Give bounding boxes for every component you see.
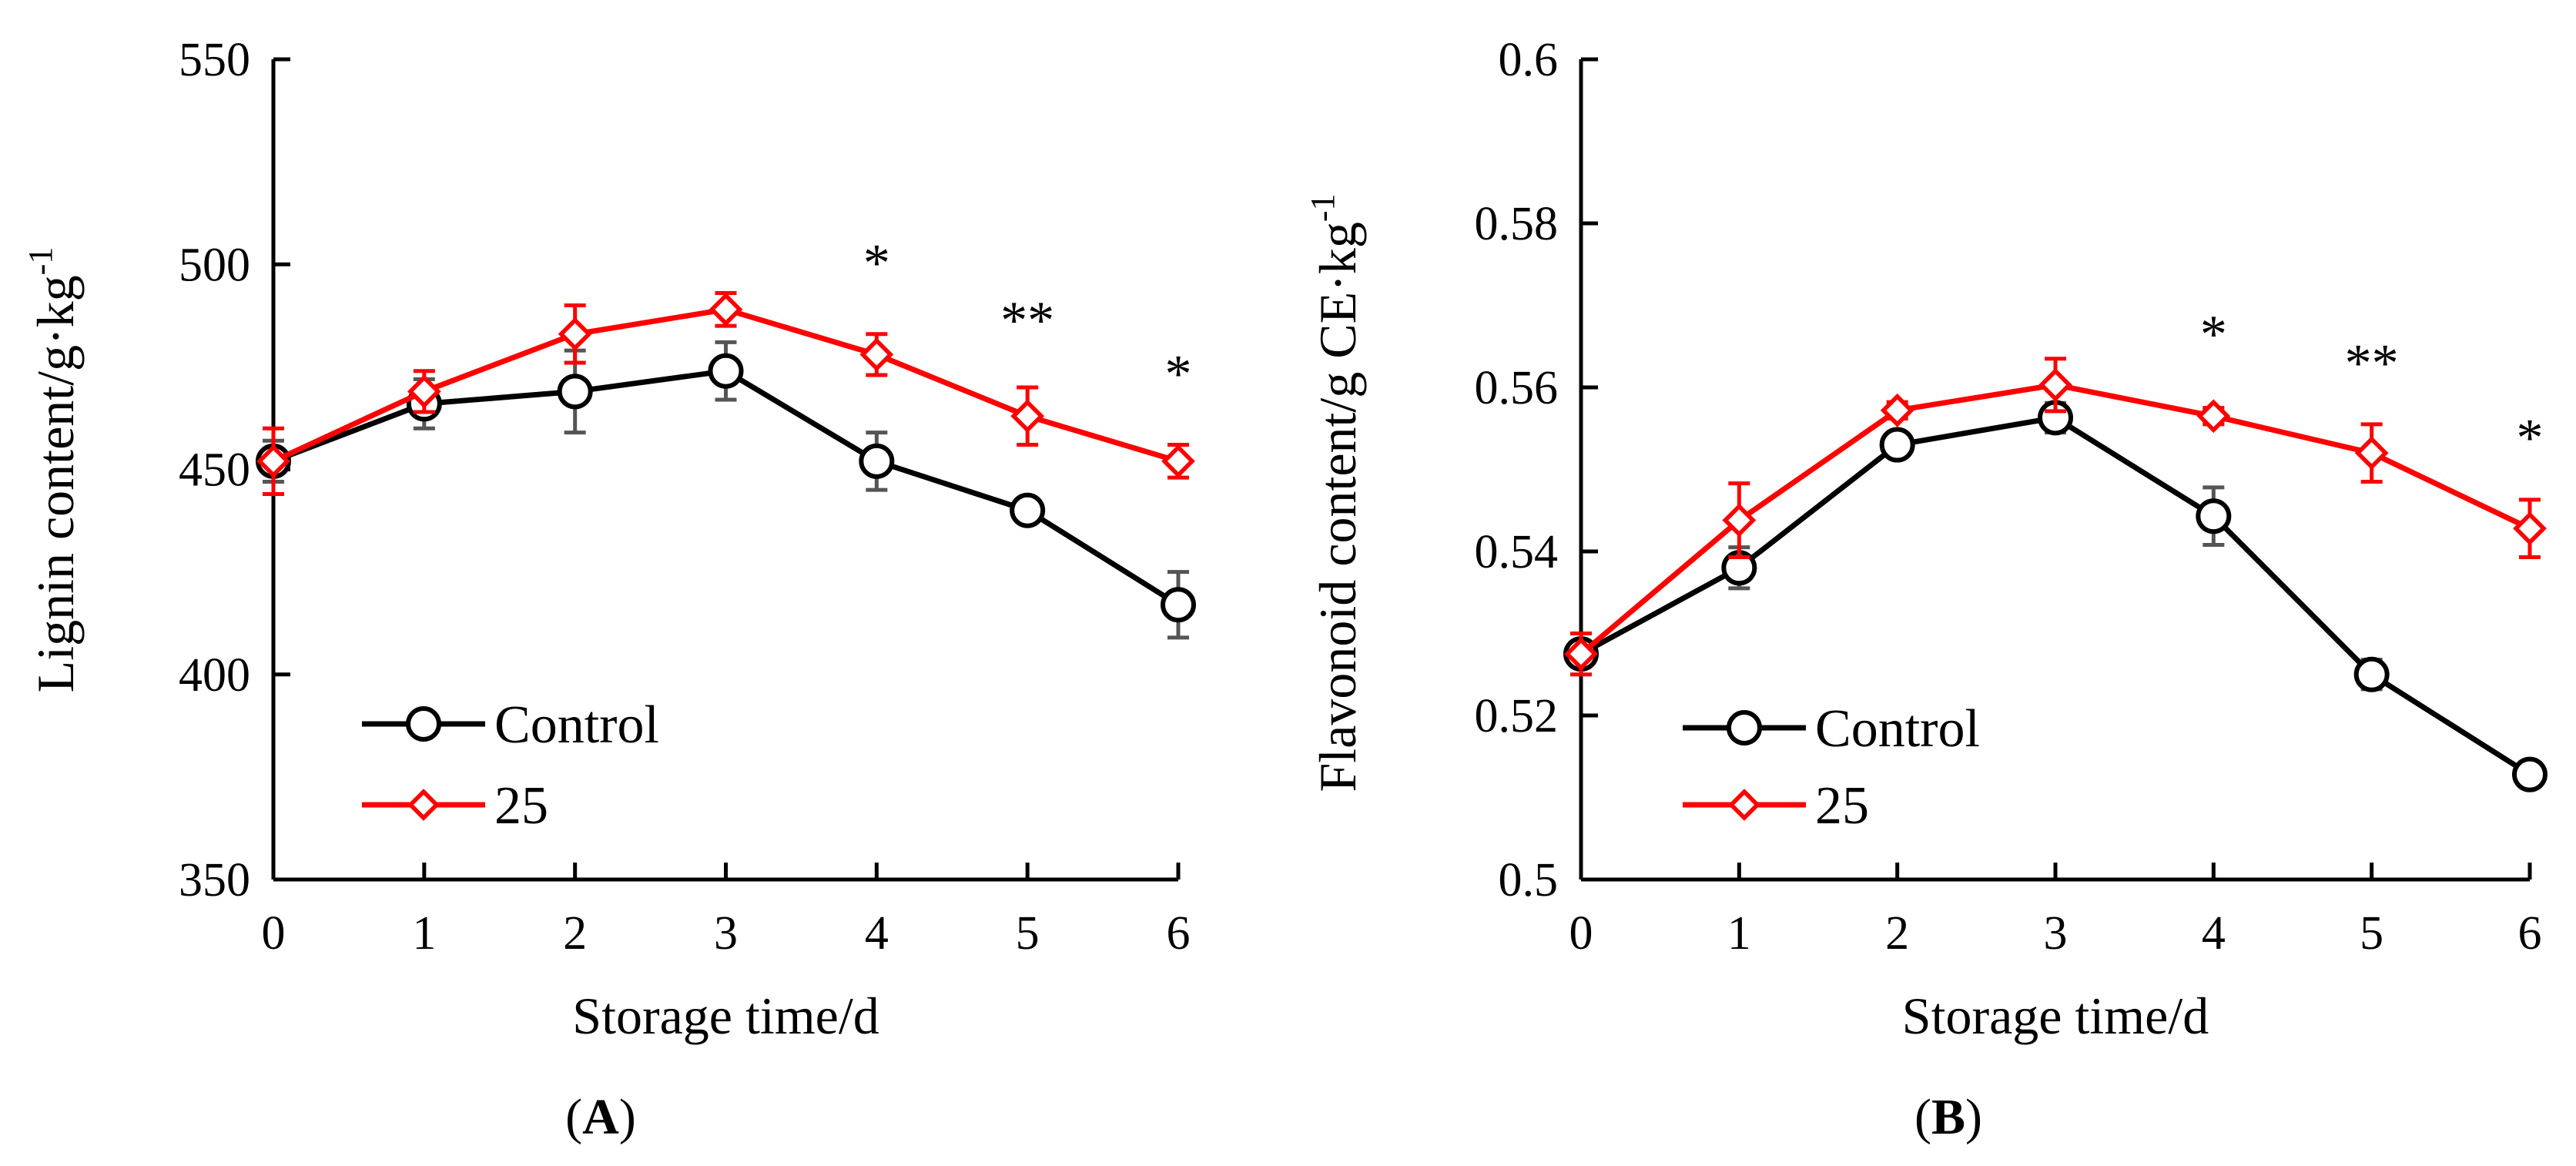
data-point-treatment [1010,399,1045,434]
y-tick-label: 400 [179,649,250,702]
legend-marker-diamond [1728,789,1760,821]
x-tick-label: 1 [412,907,436,960]
series-line-control [1579,414,2531,777]
chart-b: 0.5 0.52 0.54 0.56 0.58 0.6 0 1 2 3 4 5 6 Storage tim… [1304,34,2548,1145]
x-tick-label: 5 [2360,907,2383,960]
data-point-control [557,374,593,410]
x-tick-label: 1 [1727,907,1751,960]
x-tick-label: 0 [1569,907,1593,960]
legend-marker-circle [406,706,441,742]
data-point-treatment [708,292,743,327]
data-point-treatment [2513,511,2547,546]
data-point-treatment [1880,393,1914,427]
x-tick-label: 3 [714,907,738,960]
data-point-treatment [1564,637,1598,672]
y-axis-label-main: Lignin content/g·kg [26,275,85,692]
y-tick-label: 0.58 [1475,198,1559,250]
y-axis-label: Lignin content/g·kg-1 [22,247,85,693]
legend-marker-diamond [407,789,440,821]
panel-paren: ) [619,1089,636,1145]
panel-paren: ) [1965,1089,1982,1145]
legend-label: Control [1815,699,1980,759]
x-tick-label: 6 [1167,907,1191,960]
significance-marker: ** [2345,333,2399,393]
data-point-control [2512,756,2548,792]
data-point-treatment [256,444,290,478]
y-tick-label: 350 [179,854,250,906]
y-tick-label: 450 [179,444,250,497]
y-axis-label-superscript: -1 [22,247,59,276]
data-point-treatment [1161,444,1195,478]
x-tick-label: 3 [2044,907,2068,960]
y-axis-label-main: Flavonoid content/g CE·kg [1308,222,1367,792]
significance-marker: ** [1000,291,1054,350]
chart-a: 350 400 450 500 550 0 1 2 3 4 5 6 Storage time/d Lign… [22,34,1196,1145]
y-tick-label: 0.54 [1475,526,1559,578]
x-axis-label: Storage time/d [572,987,879,1045]
x-tick-label: 2 [563,907,587,960]
legend-label: Control [494,695,659,755]
x-tick-label: 4 [865,907,889,960]
legend-label: 25 [1815,776,1869,836]
y-tick-label: 0.52 [1475,690,1559,742]
legend-label: 25 [494,776,548,836]
significance-marker: * [1165,344,1192,404]
panel-paren: ( [565,1089,582,1145]
y-tick-label: 0.56 [1475,362,1559,414]
data-point-control [1161,587,1196,623]
data-point-control [1010,492,1046,528]
data-point-control [1879,427,1915,463]
significance-marker: * [2200,305,2227,364]
y-axis-label: Flavonoid content/g CE·kg-1 [1304,193,1367,792]
x-axis-label: Storage time/d [1902,987,2209,1045]
panel-paren: ( [1914,1089,1931,1145]
data-point-treatment [859,337,894,372]
x-tick-label: 5 [1016,907,1040,960]
panel-label: (B) [1914,1089,1982,1145]
data-point-treatment [558,317,592,351]
data-point-control [2353,656,2390,692]
y-tick-label: 0.5 [1499,854,1559,906]
data-point-treatment [2354,436,2389,471]
x-tick-label: 4 [2202,907,2226,960]
x-tick-label: 0 [262,907,286,960]
legend-marker-circle [1727,710,1762,746]
significance-marker: * [2517,408,2544,467]
panel-letter: A [582,1089,619,1145]
data-point-control [2196,498,2232,534]
data-point-treatment [2196,399,2231,434]
y-tick-label: 500 [179,239,250,291]
data-point-treatment [2038,367,2072,402]
y-axis-label-superscript: -1 [1304,193,1342,222]
y-tick-label: 0.6 [1499,34,1559,86]
y-tick-label: 550 [179,34,250,86]
data-point-control [859,443,895,479]
panel-label: (A) [565,1089,636,1145]
data-point-treatment [407,374,441,409]
significance-marker: * [863,234,890,293]
x-tick-label: 6 [2518,907,2542,960]
data-point-control [708,353,744,389]
data-point-treatment [1722,503,1757,538]
panel-letter: B [1931,1089,1965,1145]
x-tick-label: 2 [1885,907,1909,960]
